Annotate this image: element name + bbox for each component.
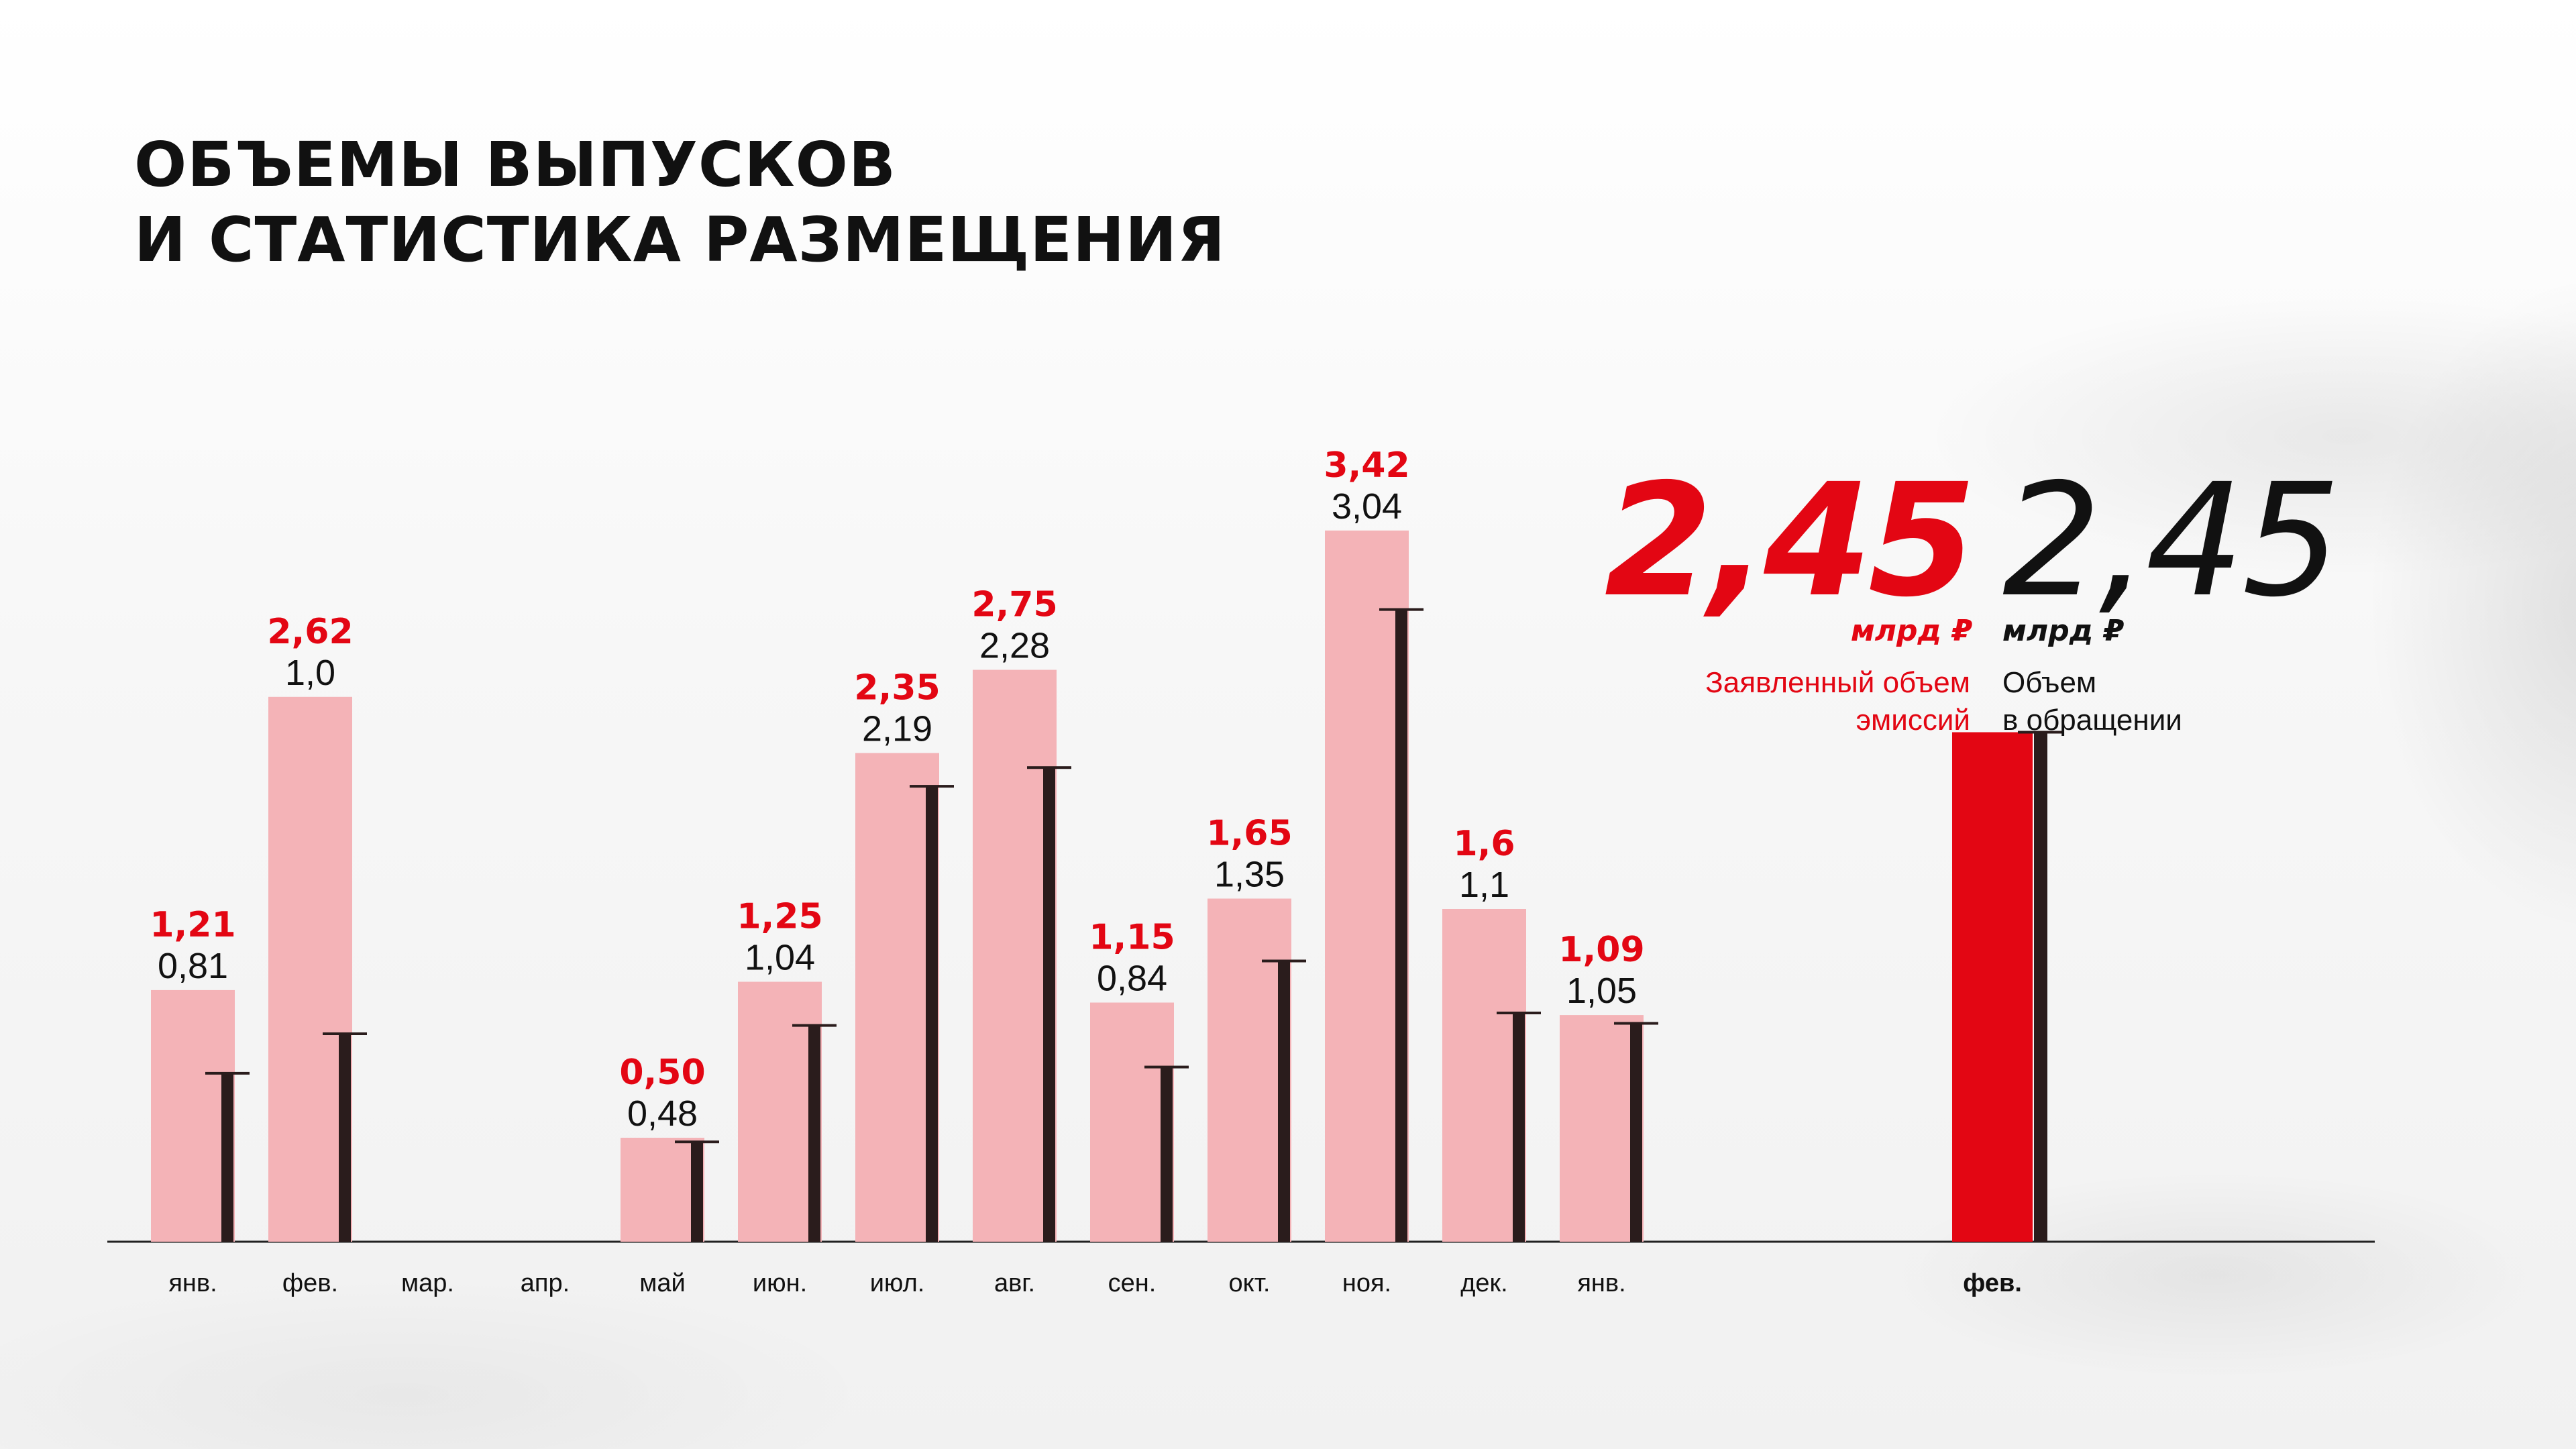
x-tick-label: окт. bbox=[1229, 1269, 1271, 1297]
bar-circulation-volume bbox=[926, 786, 938, 1242]
data-label-circulation: 1,35 bbox=[1214, 855, 1285, 895]
circulation-volume-caption: Объем в обращении bbox=[2002, 664, 2182, 739]
x-tick-label: фев. bbox=[282, 1269, 338, 1297]
bar-circulation-cap bbox=[1144, 1065, 1189, 1069]
bar-circulation-volume bbox=[221, 1073, 233, 1242]
page-title: ОБЪЕМЫ ВЫПУСКОВ И СТАТИСТИКА РАЗМЕЩЕНИЯ bbox=[134, 127, 1226, 278]
bar-circulation-volume bbox=[1395, 609, 1407, 1242]
declared-volume-value: 2,45 bbox=[1604, 450, 1976, 631]
bar-circulation-cap bbox=[1027, 766, 1071, 769]
data-label-declared: 2,75 bbox=[971, 585, 1057, 625]
bar-circulation-volume bbox=[1278, 961, 1290, 1242]
x-tick-label: сен. bbox=[1108, 1269, 1157, 1297]
bar-declared-volume bbox=[1208, 898, 1291, 1242]
bar-declared-volume bbox=[855, 753, 939, 1242]
data-label-declared: 1,15 bbox=[1089, 918, 1175, 958]
bar-circulation-volume bbox=[1161, 1067, 1173, 1242]
data-label-declared: 1,09 bbox=[1558, 930, 1644, 970]
bar-circulation-volume bbox=[339, 1034, 351, 1242]
data-label-declared: 1,6 bbox=[1453, 824, 1515, 864]
x-tick-label: апр. bbox=[521, 1269, 570, 1297]
circulation-caption-line-1: Объем bbox=[2002, 666, 2097, 699]
data-label-declared: 0,50 bbox=[619, 1053, 705, 1093]
data-label-declared: 1,65 bbox=[1206, 814, 1292, 854]
bar-circulation-cap bbox=[675, 1140, 719, 1144]
bar-circulation-volume bbox=[691, 1142, 703, 1242]
x-tick-label: авг. bbox=[994, 1269, 1035, 1297]
bar-circulation-cap bbox=[205, 1071, 250, 1075]
bar-circulation-cap bbox=[910, 785, 954, 788]
bar-declared-volume bbox=[1442, 909, 1526, 1242]
data-label-circulation: 0,48 bbox=[627, 1093, 698, 1134]
data-label-circulation: 2,19 bbox=[862, 709, 932, 749]
data-label-declared: 1,25 bbox=[737, 897, 822, 937]
bar-declared-volume bbox=[1325, 530, 1409, 1242]
x-tick-label: фев. bbox=[1963, 1269, 2022, 1297]
declared-volume-unit: млрд ₽ bbox=[1850, 614, 1972, 648]
x-tick-label: янв. bbox=[168, 1269, 217, 1297]
bar-circulation-cap bbox=[1379, 608, 1424, 611]
x-tick-label: май bbox=[639, 1269, 686, 1297]
bar-declared-volume bbox=[1560, 1015, 1644, 1242]
circulation-volume-value: 2,45 bbox=[2002, 450, 2341, 631]
data-label-circulation: 1,0 bbox=[285, 653, 335, 693]
bar-circulation-cap bbox=[323, 1032, 367, 1035]
data-label-circulation: 3,04 bbox=[1332, 486, 1402, 527]
data-label-declared: 1,21 bbox=[150, 905, 235, 945]
circulation-volume-unit: млрд ₽ bbox=[2002, 614, 2125, 648]
title-line-1: ОБЪЕМЫ ВЫПУСКОВ bbox=[134, 129, 896, 201]
x-tick-label: янв. bbox=[1577, 1269, 1625, 1297]
bar-declared-volume bbox=[621, 1138, 704, 1242]
bar-circulation-volume bbox=[1513, 1013, 1525, 1242]
bar-declared-volume bbox=[973, 669, 1057, 1242]
data-label-declared: 2,35 bbox=[854, 668, 940, 708]
data-label-circulation: 1,05 bbox=[1566, 971, 1637, 1011]
circulation-caption-line-2: в обращении bbox=[2002, 704, 2182, 737]
bar-declared-volume bbox=[1952, 732, 2033, 1242]
data-label-declared: 2,62 bbox=[267, 612, 353, 652]
x-tick-label: мар. bbox=[401, 1269, 454, 1297]
data-label-circulation: 0,81 bbox=[158, 946, 228, 986]
bar-circulation-cap bbox=[792, 1024, 837, 1027]
bar-circulation-volume bbox=[808, 1025, 820, 1242]
x-tick-label: июл. bbox=[870, 1269, 925, 1297]
bar-circulation-cap bbox=[2018, 731, 2063, 734]
bar-declared-volume bbox=[268, 696, 352, 1242]
x-tick-label: июн. bbox=[753, 1269, 807, 1297]
data-label-circulation: 1,04 bbox=[745, 938, 815, 978]
bar-circulation-volume bbox=[1043, 767, 1055, 1242]
data-label-circulation: 2,28 bbox=[979, 626, 1050, 666]
bar-declared-volume bbox=[1090, 1002, 1174, 1242]
data-label-circulation: 1,1 bbox=[1459, 865, 1509, 905]
declared-caption-line-1: Заявленный объем bbox=[1705, 666, 1970, 699]
data-label-declared: 3,42 bbox=[1324, 445, 1409, 486]
bar-circulation-volume bbox=[2034, 732, 2047, 1242]
bar-circulation-volume bbox=[1630, 1023, 1642, 1242]
bar-circulation-cap bbox=[1614, 1022, 1658, 1025]
title-line-2: И СТАТИСТИКА РАЗМЕЩЕНИЯ bbox=[134, 204, 1226, 276]
x-tick-label: дек. bbox=[1460, 1269, 1508, 1297]
x-tick-label: ноя. bbox=[1342, 1269, 1391, 1297]
declared-caption-line-2: эмиссий bbox=[1856, 704, 1970, 737]
declared-volume-caption: Заявленный объем эмиссий bbox=[1705, 664, 1970, 739]
bar-circulation-cap bbox=[1262, 959, 1306, 963]
bar-circulation-cap bbox=[1497, 1012, 1541, 1014]
data-label-circulation: 0,84 bbox=[1097, 959, 1167, 999]
bar-declared-volume bbox=[151, 989, 235, 1242]
